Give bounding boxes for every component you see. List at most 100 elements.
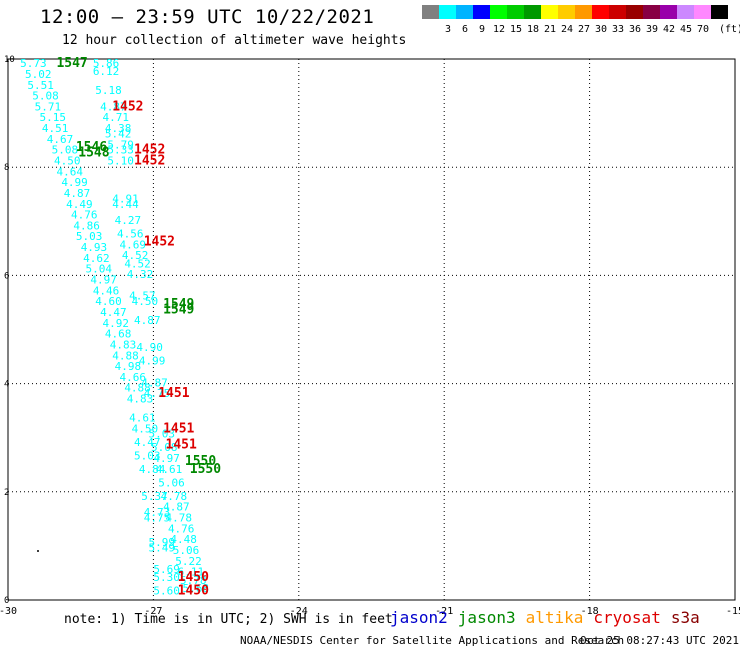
wave-height-value: 5.22 [175,555,202,568]
colorbar-label: 42 [662,24,676,35]
wave-height-value: 5.78 [180,574,207,587]
wave-height-value: 5.03 [76,230,103,243]
wave-height-value: 4.84 [139,463,166,476]
colorbar-label: 21 [543,24,557,35]
colorbar-swatch [456,5,473,19]
wave-height-value: 5.51 [27,79,53,92]
wave-height-value: 5.06 [158,476,185,489]
wave-height-value: 4.47 [134,436,161,449]
wave-height-value: 4.64 [56,165,83,178]
time-label: 1550 [185,454,216,469]
wave-height-value: 4.69 [119,238,145,251]
wave-height-value: 4.51 [42,122,69,135]
wave-height-value: 4.57 [129,290,156,303]
colorbar-swatch [575,5,592,19]
wave-height-value: 4.76 [71,209,98,222]
x-tick-label: -18 [581,606,599,617]
time-label: 1450 [178,584,209,599]
colorbar-swatch [473,5,490,19]
colorbar-label: 36 [628,24,642,35]
y-tick-label: 4 [4,380,9,390]
wave-height-value: 4.56 [117,228,144,241]
wave-height-value: 5.79 [107,138,133,151]
colorbar-swatch [609,5,626,19]
wave-height-value: 4.92 [103,317,130,330]
wave-height-value: 5.69 [153,563,180,576]
colorbar-swatch [439,5,456,19]
wave-height-value: 4.83 [127,393,154,406]
colorbar-swatch [422,5,439,19]
wave-height-value: 4.87 [100,100,127,113]
colorbar-label: 24 [560,24,574,35]
colorbar-swatch [643,5,660,19]
wave-height-value: 5.37 [141,490,168,503]
time-label: 1549 [163,297,194,312]
wave-height-value: 5.04 [86,263,113,276]
colorbar-swatch [677,5,694,19]
colorbar-label: 3 [444,24,452,35]
wave-height-value: 4.87 [163,501,190,514]
time-label: 1546 [76,140,107,155]
colorbar-swatch [660,5,677,19]
wave-height-value: 5.60 [153,585,180,598]
wave-height-value: 4.52 [122,249,149,262]
colorbar-swatch [711,5,728,19]
colorbar-swatch [558,5,575,19]
wave-height-value: 4.61 [156,463,183,476]
wave-height-value: 6.11 [178,566,205,579]
map-dot-marker [37,550,39,552]
satellite-jason3-label: jason3 [457,608,516,627]
wave-height-value: 4.62 [83,252,110,265]
wave-height-value: 4.75 [144,512,171,525]
wave-height-value: 4.49 [66,198,93,211]
footer-credit: NOAA/NESDIS Center for Satellite Applica… [240,634,625,647]
wave-height-value: 4.87 [134,314,161,327]
time-label: 1452 [112,99,143,114]
wave-height-value: 5.08 [151,441,178,454]
wave-height-value: 5.02 [25,68,52,81]
wave-height-value: 4.27 [115,214,142,227]
wave-height-value: 6.12 [93,65,120,78]
wave-height-value: 5.08 [52,144,78,157]
map-grid [7,58,736,601]
wave-height-value: 4.32 [127,268,154,281]
colorbar-label: 39 [645,24,659,35]
satellite-legend: jason2 jason3 altika cryosat s3a [390,608,710,627]
wave-height-value: 4.87 [64,187,90,200]
time-label: 1451 [158,386,189,401]
footer-timestamp: Oct 25 08:27:43 UTC 2021 [580,634,739,647]
wave-height-value: 4.47 [100,306,127,319]
colorbar-label: 45 [679,24,693,35]
wave-height-value: 5.42 [105,127,132,140]
wave-height-value: 5.68 [182,582,209,595]
x-tick-label: -21 [435,606,453,617]
y-tick-label: 0 [4,596,9,606]
wave-height-value: 4.83 [110,338,137,351]
colorbar-swatch [490,5,507,19]
colorbar-swatch [626,5,643,19]
wave-height-value: 4.50 [132,422,159,435]
wave-height-value: 4.71 [103,111,130,124]
wave-height-value: 4.76 [168,522,195,535]
wave-height-value: 5.33 [107,144,133,157]
time-label: 1549 [163,302,194,317]
colorbar-swatch [541,5,558,19]
wave-height-value: 5.30 [153,571,180,584]
wave-height-value: 4.93 [81,241,108,254]
colorbar-label: 6 [461,24,469,35]
wave-height-value: 5.99 [149,536,176,549]
time-label: 1450 [178,570,209,585]
wave-height-value: 4.68 [105,328,132,341]
colorbar-label: 33 [611,24,625,35]
wave-height-value: 4.46 [93,284,120,297]
footer-note: note: 1) Time is in UTC; 2) SWH is in fe… [64,612,393,627]
time-label: 1547 [56,56,87,71]
wave-height-value: 5.03 [149,428,176,441]
wave-height-value: 4.98 [115,360,142,373]
wave-height-value: 4.66 [119,371,145,384]
wave-height-value: 4.86 [73,219,100,232]
colorbar-label: 70 [696,24,710,35]
wave-height-value: 4.38 [105,122,132,135]
wave-height-value: 4.60 [95,295,122,308]
